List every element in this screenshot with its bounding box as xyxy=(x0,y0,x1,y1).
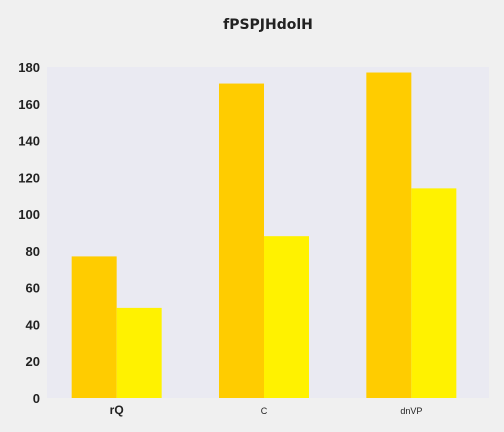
y-tick-label: 140 xyxy=(18,134,40,149)
bar-series-1-C xyxy=(219,84,264,398)
y-tick-label: 180 xyxy=(18,60,40,75)
x-tick-label: C xyxy=(261,406,268,416)
bar-series-2-dnVP xyxy=(411,188,456,398)
x-tick-label: rQ xyxy=(110,403,124,417)
bar-series-1-dnVP xyxy=(366,73,411,398)
chart-title: fPSPJHdolH xyxy=(223,17,313,33)
x-tick-label: dnVP xyxy=(400,406,422,416)
y-tick-label: 80 xyxy=(26,244,40,259)
y-tick-label: 100 xyxy=(18,207,40,222)
bar-series-1-rQ xyxy=(72,256,117,398)
y-tick-label: 120 xyxy=(18,170,40,185)
y-tick-label: 40 xyxy=(26,317,40,332)
bar-series-2-C xyxy=(264,236,309,398)
y-tick-label: 60 xyxy=(26,281,40,296)
y-tick-label: 0 xyxy=(33,391,40,406)
y-tick-label: 160 xyxy=(18,97,40,112)
bar-series-2-rQ xyxy=(117,308,162,398)
y-tick-label: 20 xyxy=(26,354,40,369)
